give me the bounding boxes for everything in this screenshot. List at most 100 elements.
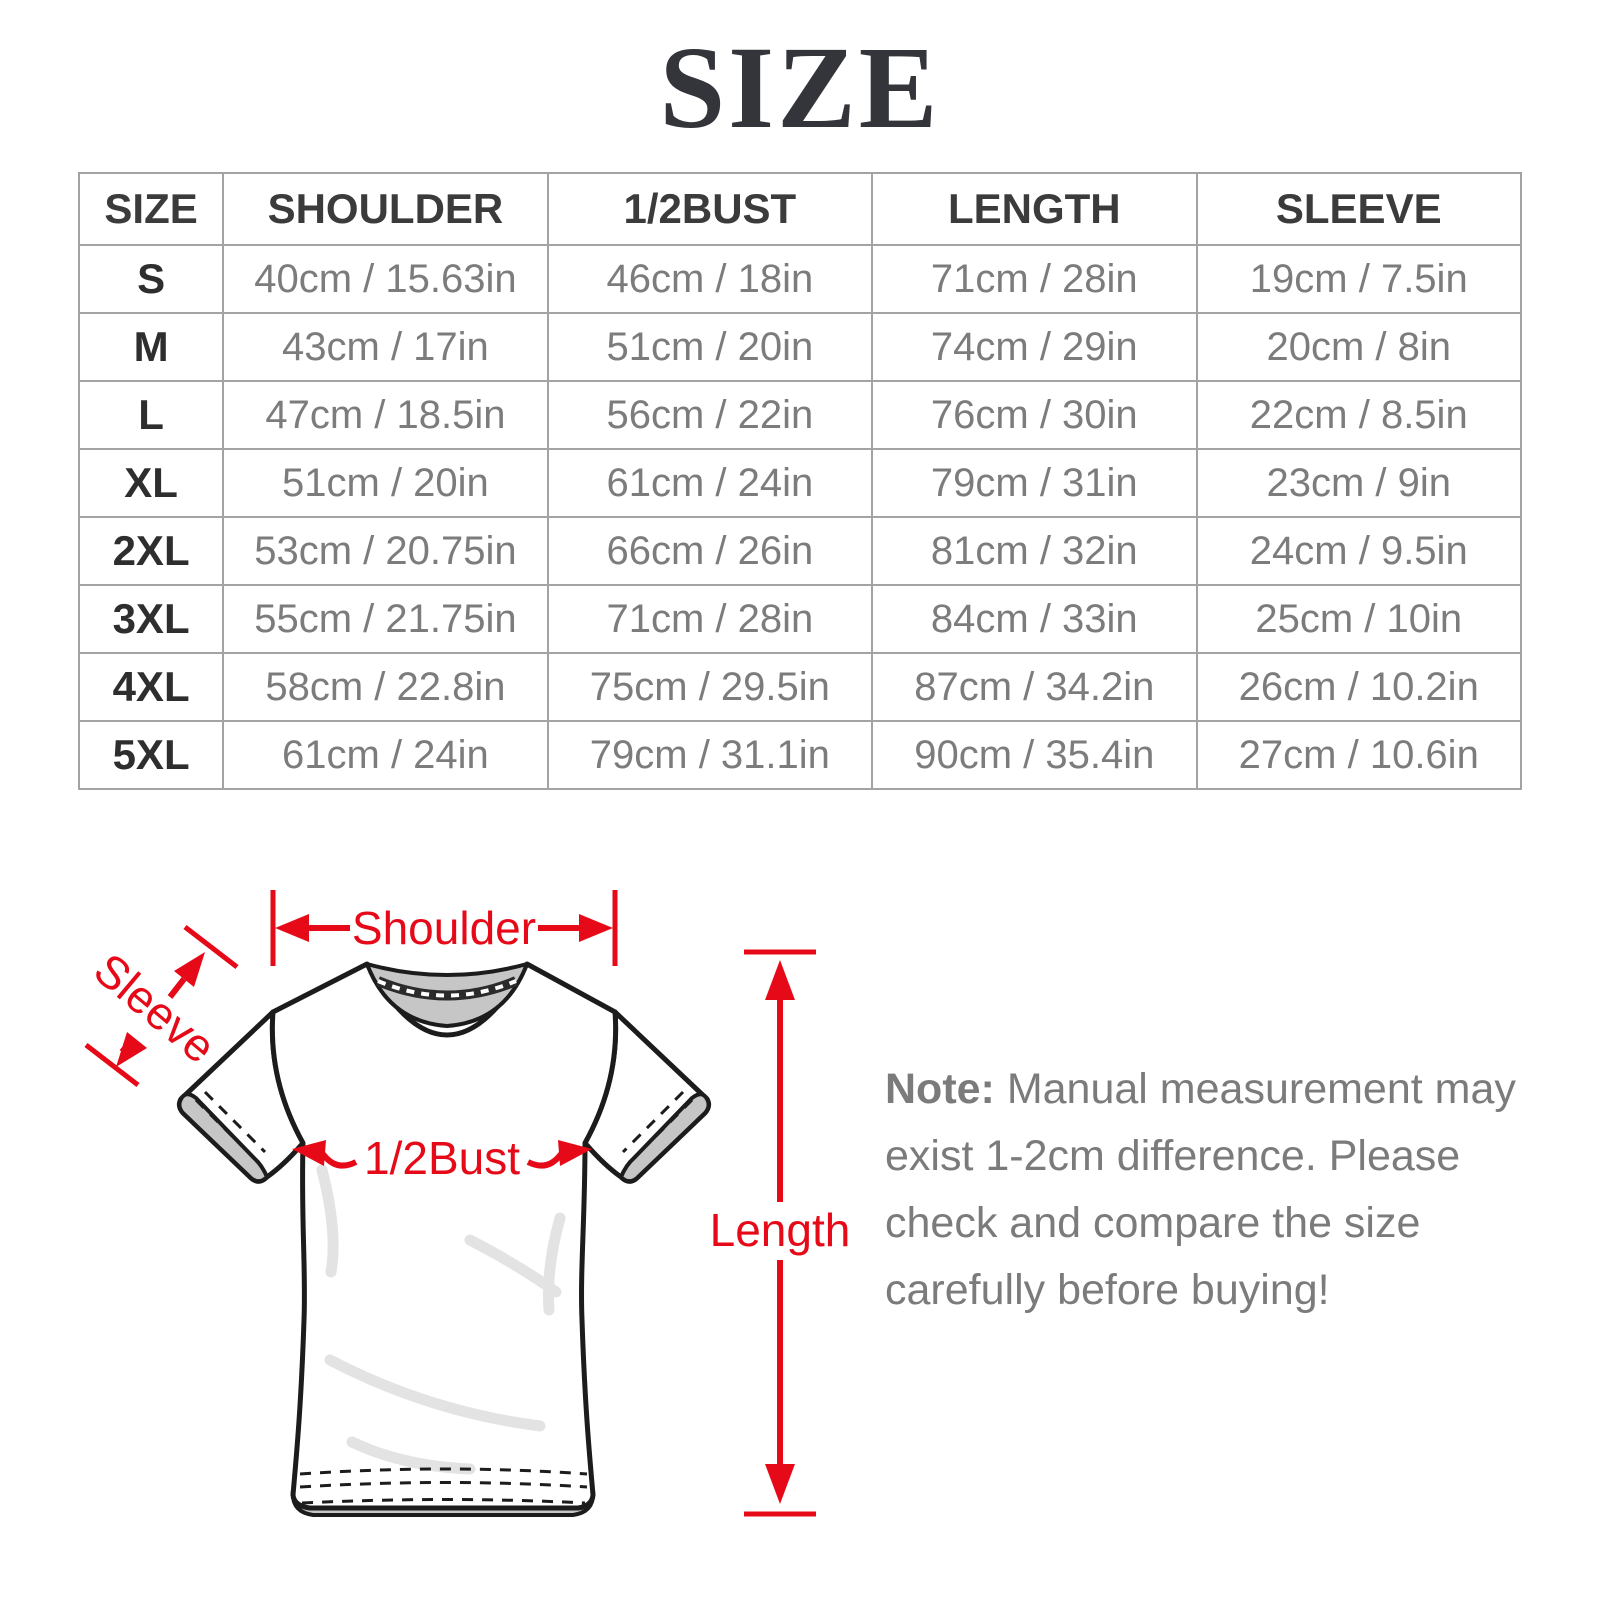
sleeve-tick-bottom (84, 1043, 140, 1087)
shoulder-annotation: Shoulder (270, 890, 618, 966)
length-arrowhead-up (765, 960, 795, 1000)
cell-bust: 56cm / 22in (546, 380, 874, 450)
cell-length: 71cm / 28in (871, 244, 1198, 314)
shoulder-arrowhead-right (579, 914, 613, 942)
cell-size: 5XL (77, 720, 225, 790)
cell-sleeve: 24cm / 9.5in (1195, 516, 1522, 586)
cell-shoulder: 40cm / 15.63in (222, 244, 549, 314)
tshirt-right-cuff-stitch (621, 1090, 685, 1154)
header-size: SIZE (77, 172, 225, 246)
length-label: Length (710, 1204, 851, 1256)
cell-bust: 71cm / 28in (546, 584, 874, 654)
sleeve-arrowhead-bottom (116, 1032, 147, 1067)
table-row: 3XL 55cm / 21.75in 71cm / 28in 84cm / 33… (77, 584, 1522, 654)
tshirt-right-cuff-stitch (630, 1098, 694, 1162)
cell-shoulder: 61cm / 24in (222, 720, 549, 790)
note-line: Note: Manual measurement may (885, 1056, 1525, 1123)
cell-shoulder: 58cm / 22.8in (222, 652, 549, 722)
note-line: carefully before buying! (885, 1266, 1330, 1314)
cell-size: XL (77, 448, 225, 518)
tshirt-collar-band-stitch (377, 979, 517, 998)
table-row: 2XL 53cm / 20.75in 66cm / 26in 81cm / 32… (77, 516, 1522, 586)
cell-length: 90cm / 35.4in (871, 720, 1198, 790)
table-row: S 40cm / 15.63in 46cm / 18in 71cm / 28in… (77, 244, 1522, 314)
size-table: SIZE SHOULDER 1/2BUST LENGTH SLEEVE S 40… (77, 172, 1522, 790)
tshirt-illustration (176, 961, 712, 1517)
cell-length: 79cm / 31in (871, 448, 1198, 518)
cell-size: S (77, 244, 225, 314)
cell-size: 4XL (77, 652, 225, 722)
cell-size: 2XL (77, 516, 225, 586)
measurement-diagram: Shoulder Sleeve 1/2Bust Length (84, 890, 851, 1517)
cell-sleeve: 27cm / 10.6in (1195, 720, 1522, 790)
cell-size: 3XL (77, 584, 225, 654)
bust-annotation: 1/2Bust (292, 1132, 592, 1184)
tshirt-wrinkle (346, 1436, 476, 1475)
cell-length: 76cm / 30in (871, 380, 1198, 450)
bust-dim-line (526, 1152, 564, 1169)
cell-shoulder: 43cm / 17in (222, 312, 549, 382)
bust-label: 1/2Bust (364, 1132, 520, 1184)
cell-sleeve: 22cm / 8.5in (1195, 380, 1522, 450)
length-arrowhead-down (765, 1464, 795, 1504)
cell-length: 81cm / 32in (871, 516, 1198, 586)
shoulder-arrowhead-left (275, 914, 309, 942)
header-sleeve: SLEEVE (1195, 172, 1522, 246)
cell-bust: 61cm / 24in (546, 448, 874, 518)
cell-length: 74cm / 29in (871, 312, 1198, 382)
table-row: 5XL 61cm / 24in 79cm / 31.1in 90cm / 35.… (77, 720, 1522, 790)
cell-bust: 75cm / 29.5in (546, 652, 874, 722)
note-line: exist 1-2cm difference. Please (885, 1132, 1461, 1180)
cell-sleeve: 23cm / 9in (1195, 448, 1522, 518)
tshirt-hem-stitch (299, 1481, 588, 1489)
cell-shoulder: 51cm / 20in (222, 448, 549, 518)
header-bust: 1/2BUST (546, 172, 874, 246)
table-header-row: SIZE SHOULDER 1/2BUST LENGTH SLEEVE (77, 172, 1522, 246)
tshirt-wrinkle (542, 1212, 566, 1316)
tshirt-hem-stitch (301, 1498, 586, 1505)
bust-dim-line (320, 1152, 358, 1169)
tshirt-hem-stitch (299, 1467, 588, 1476)
sleeve-arrowhead-top (174, 952, 205, 987)
table-row: L 47cm / 18.5in 56cm / 22in 76cm / 30in … (77, 380, 1522, 450)
bust-arrowhead-right (558, 1140, 592, 1166)
cell-sleeve: 20cm / 8in (1195, 312, 1522, 382)
shoulder-label: Shoulder (352, 902, 536, 954)
length-annotation: Length (710, 949, 851, 1517)
cell-shoulder: 55cm / 21.75in (222, 584, 549, 654)
tshirt-wrinkle (316, 1164, 339, 1278)
cell-shoulder: 53cm / 20.75in (222, 516, 549, 586)
cell-sleeve: 26cm / 10.2in (1195, 652, 1522, 722)
header-shoulder: SHOULDER (222, 172, 549, 246)
tshirt-left-cuff-stitch (194, 1098, 258, 1162)
cell-bust: 66cm / 26in (546, 516, 874, 586)
tshirt-body (269, 961, 619, 1511)
cell-length: 87cm / 34.2in (871, 652, 1198, 722)
sleeve-label: Sleeve (84, 943, 225, 1073)
sleeve-dim-line (119, 1036, 136, 1054)
cell-length: 84cm / 33in (871, 584, 1198, 654)
sleeve-annotation: Sleeve (84, 925, 239, 1087)
note-line: check and compare the size (885, 1199, 1421, 1247)
page-title: SIZE (659, 22, 941, 153)
measurement-note: Note: Manual measurement may exist 1-2cm… (885, 1056, 1525, 1324)
cell-sleeve: 25cm / 10in (1195, 584, 1522, 654)
tshirt-left-cuff-opening (177, 1092, 269, 1184)
cell-shoulder: 47cm / 18.5in (222, 380, 549, 450)
table-row: M 43cm / 17in 51cm / 20in 74cm / 29in 20… (77, 312, 1522, 382)
tshirt-wrinkle (324, 1354, 546, 1432)
header-length: LENGTH (871, 172, 1198, 246)
table-row: XL 51cm / 20in 61cm / 24in 79cm / 31in 2… (77, 448, 1522, 518)
note-label: Note: (885, 1065, 995, 1113)
table-row: 4XL 58cm / 22.8in 75cm / 29.5in 87cm / 3… (77, 652, 1522, 722)
cell-sleeve: 19cm / 7.5in (1195, 244, 1522, 314)
sleeve-tick-top (183, 925, 239, 969)
cell-size: L (77, 380, 225, 450)
sleeve-dim-line (167, 977, 187, 999)
cell-bust: 46cm / 18in (546, 244, 874, 314)
bust-arrowhead-left (292, 1140, 326, 1166)
tshirt-left-cuff-stitch (203, 1090, 267, 1154)
cell-bust: 51cm / 20in (546, 312, 874, 382)
cell-bust: 79cm / 31.1in (546, 720, 874, 790)
